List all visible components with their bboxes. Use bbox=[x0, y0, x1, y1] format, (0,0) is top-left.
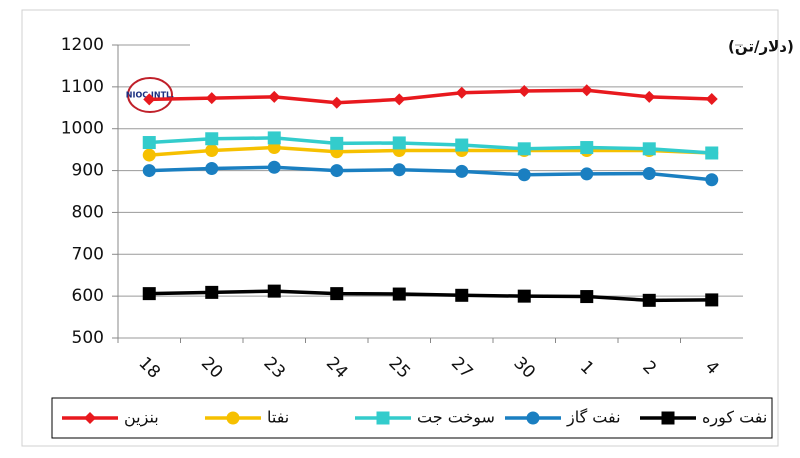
y-tick-label: 800 bbox=[72, 202, 104, 222]
data-point bbox=[580, 290, 594, 304]
data-point bbox=[205, 143, 219, 157]
data-point bbox=[642, 167, 656, 181]
legend-label: سوخت جت bbox=[417, 408, 495, 428]
data-point bbox=[455, 288, 469, 302]
y-tick-label: 1200 bbox=[61, 35, 104, 55]
legend-item: نفت گاز bbox=[505, 408, 621, 428]
data-point bbox=[330, 96, 343, 109]
series-line bbox=[149, 165, 712, 182]
legend-label: بنزین bbox=[124, 408, 159, 428]
data-point bbox=[205, 92, 218, 105]
series-line bbox=[149, 145, 712, 157]
data-point bbox=[205, 132, 219, 146]
data-point bbox=[517, 168, 531, 182]
y-tick-label: 1000 bbox=[61, 119, 104, 139]
data-point bbox=[705, 173, 719, 187]
title-background bbox=[190, 30, 735, 64]
data-point bbox=[142, 287, 156, 301]
data-point bbox=[142, 164, 156, 178]
legend-marker bbox=[376, 411, 390, 425]
data-point bbox=[517, 289, 531, 303]
legend-label: نفتا bbox=[267, 408, 289, 427]
data-point bbox=[267, 160, 281, 174]
legend-marker bbox=[526, 411, 540, 425]
y-tick-label: 700 bbox=[72, 244, 104, 264]
data-point bbox=[455, 138, 469, 152]
data-point bbox=[642, 142, 656, 156]
data-point bbox=[580, 167, 594, 181]
series-line bbox=[149, 136, 712, 155]
data-point bbox=[205, 285, 219, 299]
y-tick-label: 1100 bbox=[61, 77, 104, 97]
data-point bbox=[643, 90, 656, 103]
data-point bbox=[330, 164, 344, 178]
data-point bbox=[455, 86, 468, 99]
data-point bbox=[392, 287, 406, 301]
legend-label: نفت کوره bbox=[702, 408, 767, 428]
legend-marker bbox=[661, 411, 675, 425]
y-tick-label: 900 bbox=[72, 161, 104, 181]
legend-label: نفت گاز bbox=[566, 408, 621, 428]
data-point bbox=[455, 164, 469, 178]
data-point bbox=[330, 136, 344, 150]
data-point bbox=[517, 142, 531, 156]
data-point bbox=[268, 90, 281, 103]
data-point bbox=[580, 141, 594, 155]
data-point bbox=[330, 287, 344, 301]
legend-item: نفت کوره bbox=[640, 408, 767, 428]
y-tick-label: 600 bbox=[72, 286, 104, 306]
legend-item: نفتا bbox=[205, 408, 289, 427]
data-point bbox=[142, 148, 156, 162]
legend-item: بنزین bbox=[62, 408, 159, 428]
data-point bbox=[705, 146, 719, 160]
data-point bbox=[642, 293, 656, 307]
chart-title: قیمت روزانه فرآورده های نفتی در بازار خل… bbox=[728, 38, 800, 56]
data-point bbox=[518, 85, 531, 98]
data-point bbox=[705, 293, 719, 307]
series-line bbox=[149, 289, 712, 303]
data-point bbox=[267, 284, 281, 298]
legend-marker bbox=[84, 412, 96, 424]
legend-marker bbox=[226, 411, 240, 425]
data-point bbox=[392, 136, 406, 150]
series-line bbox=[149, 88, 712, 105]
data-point bbox=[142, 136, 156, 150]
data-point bbox=[580, 84, 593, 97]
y-tick-label: 500 bbox=[72, 328, 104, 348]
data-point bbox=[205, 161, 219, 175]
data-point bbox=[267, 131, 281, 145]
legend-item: سوخت جت bbox=[355, 408, 495, 428]
data-point bbox=[143, 93, 156, 106]
data-point bbox=[705, 92, 718, 105]
data-point bbox=[393, 93, 406, 106]
data-point bbox=[392, 163, 406, 177]
